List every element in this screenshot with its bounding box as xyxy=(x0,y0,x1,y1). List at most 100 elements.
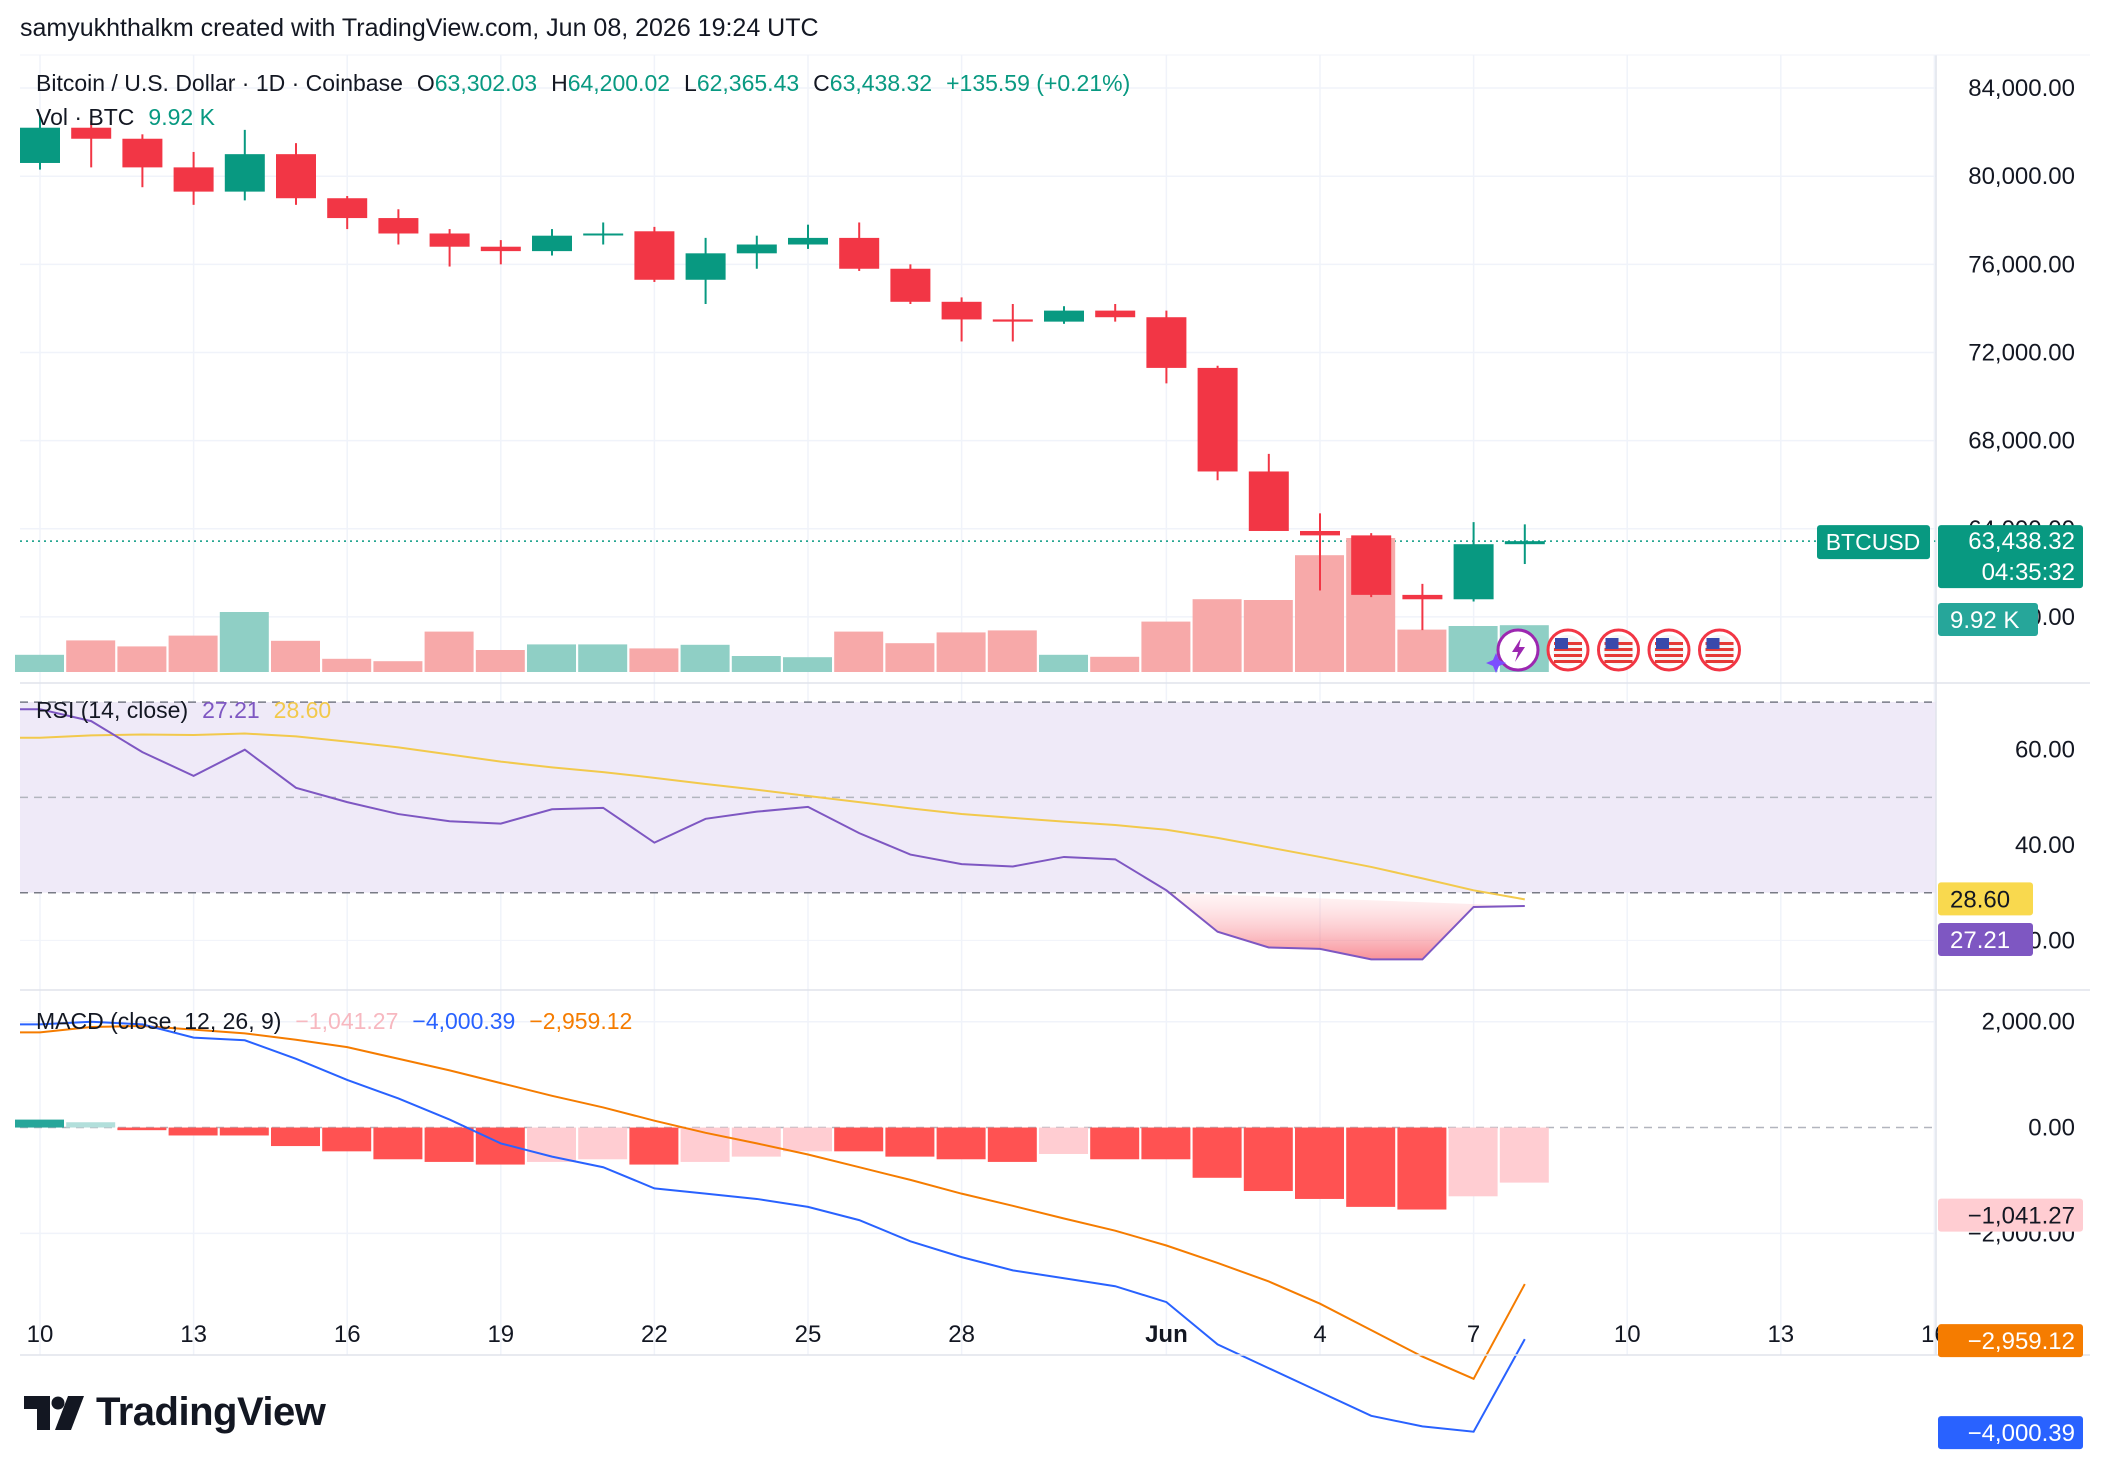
volume-bar xyxy=(1039,654,1088,672)
volume-bar xyxy=(1243,600,1293,672)
us-flag-icon[interactable] xyxy=(1546,628,1590,672)
high-label: H xyxy=(551,70,568,96)
volume-bar xyxy=(271,640,320,672)
price-tick-label: 84,000.00 xyxy=(1968,75,2075,102)
macd-histogram-bar xyxy=(1090,1127,1140,1160)
candle-body xyxy=(71,127,112,139)
macd-tick-label: 0.00 xyxy=(2028,1115,2075,1142)
candle-body xyxy=(327,198,368,219)
flag-stripe xyxy=(1554,648,1582,651)
macd-histogram-bar xyxy=(424,1127,474,1162)
volume-bar xyxy=(15,654,64,672)
price-legend: Bitcoin / U.S. Dollar · 1D · Coinbase O63… xyxy=(36,70,1144,97)
volume-bar xyxy=(629,648,679,672)
volume-bar xyxy=(987,630,1037,672)
price-tick-label: 68,000.00 xyxy=(1968,428,2075,455)
macd-legend: MACD (close, 12, 26, 9) −1,041.27 −4,000.3… xyxy=(36,1008,646,1035)
flag-stripe xyxy=(1554,660,1582,663)
volume-axis-label xyxy=(1938,603,2038,636)
macd-histogram-bar xyxy=(373,1127,423,1160)
candle-body xyxy=(20,127,60,163)
close-label: C xyxy=(813,70,830,96)
macd-label[interactable]: MACD (close, 12, 26, 9) xyxy=(36,1008,282,1034)
brand-name: TradingView xyxy=(96,1390,326,1434)
volume-bar xyxy=(475,650,525,672)
flag-stripe xyxy=(1705,654,1734,657)
candle-body xyxy=(1300,530,1340,536)
macd-histogram-bar xyxy=(1192,1127,1242,1178)
volume-bar xyxy=(1448,626,1498,672)
price-tick-label: 76,000.00 xyxy=(1968,251,2075,278)
candle-body xyxy=(583,233,624,236)
candle-body xyxy=(839,237,880,269)
time-tick-label: 13 xyxy=(180,1321,207,1348)
rsi-band xyxy=(20,701,1936,960)
candle-body xyxy=(941,301,982,320)
volume-axis-label-text: 9.92 K xyxy=(1950,607,2019,634)
macd-hist-axis-label-text: −1,041.27 xyxy=(1968,1203,2075,1230)
rsi-value: 27.21 xyxy=(202,697,260,723)
sparkle-glyph xyxy=(1486,653,1506,673)
macd-histogram-bar xyxy=(578,1127,628,1160)
candle-body xyxy=(378,218,419,234)
flag-stripe xyxy=(1655,654,1683,657)
macd-hist-value: −1,041.27 xyxy=(295,1008,399,1034)
time-tick-label: 7 xyxy=(1467,1321,1480,1348)
us-flag-icon[interactable] xyxy=(1647,628,1691,672)
us-flag-icon[interactable] xyxy=(1597,628,1640,672)
candle-body xyxy=(173,167,214,192)
earnings-lightning-icon[interactable] xyxy=(1486,628,1540,673)
macd-histogram-bar xyxy=(475,1127,525,1165)
high-value: 64,200.02 xyxy=(567,70,671,96)
macd-signal-axis-label-text: −2,959.12 xyxy=(1968,1328,2075,1355)
current-price-label xyxy=(1938,525,2083,589)
macd-histogram-bar xyxy=(168,1127,218,1136)
time-tick-label: 28 xyxy=(948,1321,975,1348)
lightning-glyph xyxy=(1512,638,1525,662)
macd-axis-label xyxy=(1938,1416,2083,1450)
time-tick-label: 25 xyxy=(795,1321,822,1348)
flag-canton xyxy=(1706,638,1720,649)
current-price-value: 63,438.32 xyxy=(1968,528,2075,555)
symbol-title[interactable]: Bitcoin / U.S. Dollar · 1D · Coinbase xyxy=(36,70,403,96)
candle-body xyxy=(1504,541,1545,545)
volume-bar xyxy=(885,643,935,672)
time-tick-label: 16 xyxy=(334,1321,361,1348)
open-value: 63,302.03 xyxy=(434,70,538,96)
symbol-price-tag xyxy=(1817,525,1930,560)
flag-stripe xyxy=(1604,660,1633,663)
brand-logo[interactable]: TradingView xyxy=(24,1390,326,1435)
candle-body xyxy=(992,319,1033,322)
macd-histogram-bar xyxy=(1499,1127,1549,1183)
rsi-ma-value: 28.60 xyxy=(273,697,332,723)
flag-stripe xyxy=(1655,648,1683,651)
candle-body xyxy=(1146,317,1187,368)
macd-histogram-bar xyxy=(1295,1127,1344,1199)
rsi-tick-label: 40.00 xyxy=(2015,832,2075,859)
price-tick-label: 80,000.00 xyxy=(1968,163,2075,190)
macd-histogram-bar xyxy=(66,1122,116,1128)
candle-body xyxy=(429,233,470,247)
us-flag-icon[interactable] xyxy=(1698,628,1741,672)
macd-histogram-bar xyxy=(117,1127,167,1131)
rsi-ma-axis-label-text: 28.60 xyxy=(1950,886,2010,913)
flag-stripe xyxy=(1604,648,1633,651)
open-label: O xyxy=(416,70,435,96)
volume-bar xyxy=(1090,656,1140,672)
rsi-tick-label: 60.00 xyxy=(2015,737,2075,764)
flag-canton xyxy=(1605,638,1619,649)
macd-signal-axis-label xyxy=(1938,1324,2083,1358)
macd-line xyxy=(20,1020,1526,1433)
volume-label[interactable]: Vol · BTC xyxy=(36,104,135,130)
rsi-ma-axis-label xyxy=(1938,882,2033,916)
rsi-label[interactable]: RSI (14, close) xyxy=(36,697,189,723)
time-tick-label: 13 xyxy=(1767,1321,1794,1348)
event-markers xyxy=(1486,628,1741,673)
volume-legend: Vol · BTC 9.92 K xyxy=(36,104,229,131)
chart-caption: samyukhthalkm created with TradingView.c… xyxy=(20,14,819,42)
volume-bar xyxy=(1141,621,1191,672)
macd-line-value: −4,000.39 xyxy=(412,1008,516,1034)
volume-bar xyxy=(219,612,269,672)
candle-body xyxy=(1248,471,1289,531)
